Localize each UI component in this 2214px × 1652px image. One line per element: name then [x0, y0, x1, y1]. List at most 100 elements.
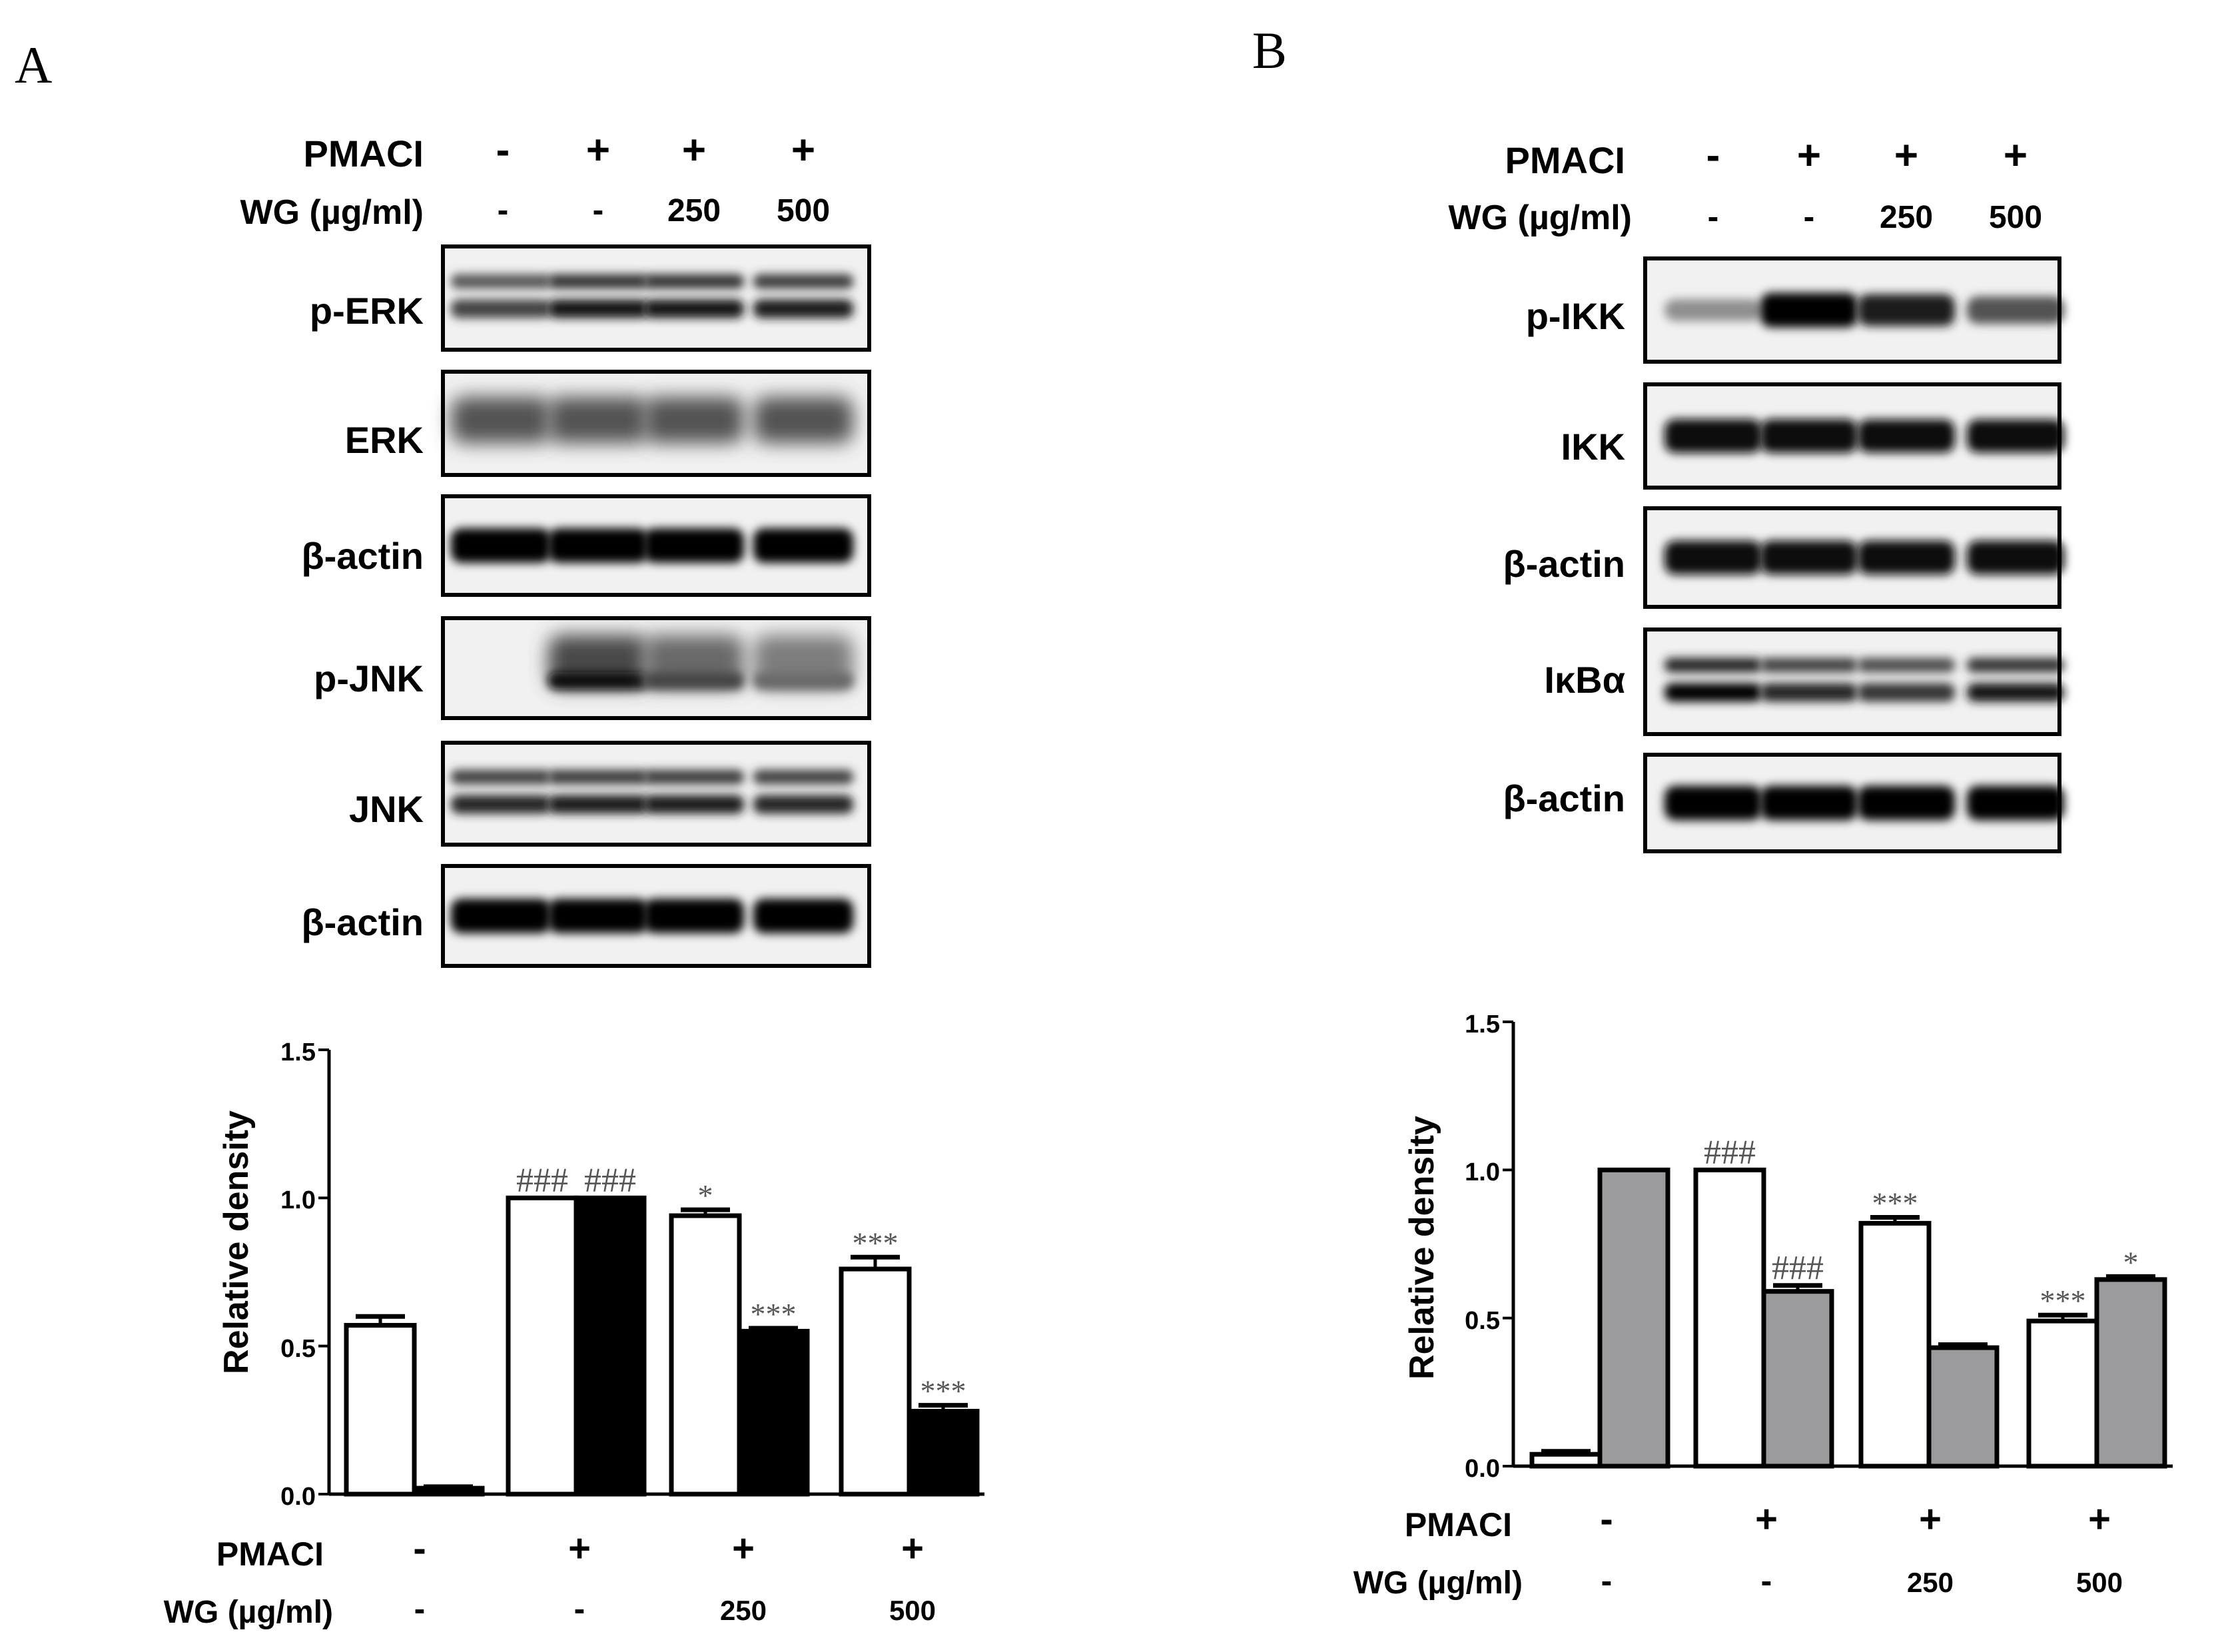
- blot-band: [1760, 540, 1858, 575]
- chart-b-footer-pmaci-1: -: [1600, 1497, 1613, 1541]
- blot-membrane: [443, 246, 869, 350]
- blot-band-lower: [753, 299, 854, 318]
- chart-b-y-axis-label: Relative density: [1403, 1116, 1441, 1380]
- blot-band-lower: [1857, 683, 1956, 702]
- panel-b-pmaci-lane-3: +: [1894, 133, 1918, 179]
- panel-b-header: PMACI WG (µg/ml) - + + + - - 250 500: [1449, 133, 2043, 237]
- chart-a-footer-wg-1: -: [414, 1590, 426, 1627]
- blot-band: [1857, 540, 1956, 575]
- panel-b-wg-lane-3: 250: [1880, 200, 1933, 235]
- bar: [1926, 1345, 2000, 1469]
- chart-a-footer-pmaci-1: -: [413, 1527, 426, 1570]
- chart-b-footer-wg-3: 250: [1907, 1567, 1954, 1598]
- blot-label-erk: ERK: [345, 419, 424, 461]
- blot-band-lower: [1966, 683, 2065, 702]
- blot-band: [1966, 540, 2065, 575]
- blot-band: [643, 899, 745, 933]
- blot-band: [753, 396, 854, 444]
- blot-band: [1760, 785, 1858, 821]
- chart-a-footer-wg-label: WG (µg/ml): [164, 1595, 333, 1630]
- blot-label-b-actin-4: β-actin: [1503, 777, 1625, 819]
- chart-b-footer-pmaci-2: +: [1755, 1497, 1778, 1541]
- panel-b-pmaci-lane-1: -: [1706, 133, 1720, 179]
- bar: [344, 1323, 417, 1497]
- blot-membrane: [443, 743, 869, 845]
- blot-band: [1760, 292, 1858, 328]
- blot-band-lower: [1664, 683, 1762, 702]
- panel-b-blots: p-IKK IKK β-actin IκBα β-actin: [1503, 256, 2065, 853]
- chart-a-ytick-3: 1.5: [280, 1038, 316, 1066]
- significance-label: ***: [921, 1374, 966, 1408]
- blot-band: [450, 396, 552, 444]
- blot-3: [1643, 506, 2065, 609]
- blot-band-upper: [643, 274, 745, 289]
- blot-label-b-actin-2: β-actin: [301, 901, 424, 943]
- blot-label-jnk: JNK: [349, 788, 424, 830]
- blot-1: [441, 244, 871, 352]
- bar: [737, 1328, 810, 1497]
- panel-a-blots: p-ERK ERK β-actin p-JNK JNK β-actin: [301, 244, 871, 968]
- blot-band: [450, 528, 552, 563]
- blot-frame: [441, 370, 871, 477]
- blot-label-b-actin-1: β-actin: [301, 535, 424, 577]
- chart-b-footer-pmaci-label: PMACI: [1405, 1506, 1512, 1543]
- panel-b-wg-lane-1: -: [1708, 198, 1719, 235]
- blot-frame: [1643, 382, 2061, 490]
- blot-band: [1857, 294, 1956, 326]
- bar: [1693, 1167, 1766, 1469]
- bar: [412, 1485, 485, 1497]
- bar: [2026, 1318, 2099, 1469]
- blot-6: [441, 864, 871, 968]
- panel-b-letter: B: [1252, 21, 1287, 79]
- blot-band: [1664, 299, 1762, 321]
- blot-band-upper: [548, 274, 649, 289]
- blot-band-lower: [548, 299, 649, 318]
- blot-band: [753, 672, 854, 689]
- blot-band: [1966, 296, 2065, 324]
- panel-a-wg-lane-4: 500: [777, 193, 830, 228]
- panel-b-pmaci-label: PMACI: [1505, 139, 1625, 181]
- blot-band-upper: [548, 769, 649, 785]
- panel-a-letter: A: [15, 36, 52, 94]
- panel-a-wg-label: WG (µg/ml): [240, 193, 424, 232]
- blot-frame: [1643, 256, 2061, 364]
- blot-label-p-ikk: p-IKK: [1526, 295, 1625, 337]
- blot-frame: [441, 244, 871, 352]
- blot-band-lower: [753, 795, 854, 814]
- panel-a-bar-chart: Relative density 0.0 0.5 1.0 1.5 ### ****…: [217, 1038, 984, 1511]
- blot-band-lower: [548, 795, 649, 814]
- chart-b-footer-wg-2: -: [1761, 1562, 1772, 1599]
- panel-b-pmaci-lane-4: +: [2004, 133, 2028, 179]
- blot-band: [548, 672, 649, 689]
- blot-4: [441, 616, 871, 720]
- significance-label: ###: [1772, 1249, 1824, 1287]
- blot-band: [450, 899, 552, 933]
- bar: [573, 1195, 647, 1497]
- panel-b-pmaci-lane-2: +: [1797, 133, 1821, 179]
- significance-label: ###: [584, 1161, 636, 1199]
- blot-band: [1966, 785, 2065, 821]
- chart-b-ytick-0: 0.0: [1465, 1455, 1500, 1483]
- blot-band-upper: [1857, 657, 1956, 673]
- blot-frame: [1643, 753, 2061, 853]
- chart-a-ytick-2: 1.0: [280, 1186, 316, 1214]
- bar: [506, 1195, 579, 1497]
- bar: [1597, 1167, 1670, 1469]
- chart-a-y-axis-label: Relative density: [217, 1110, 256, 1374]
- blot-band-lower: [1760, 683, 1858, 702]
- blot-band-upper: [643, 769, 745, 785]
- blot-label-ikba: IκBα: [1544, 659, 1625, 701]
- chart-b-ytick-3: 1.5: [1465, 1011, 1500, 1038]
- blot-frame: [441, 741, 871, 847]
- bar: [1529, 1451, 1603, 1469]
- blot-band: [643, 396, 745, 444]
- blot-2: [1643, 382, 2065, 490]
- blot-band-lower: [450, 299, 552, 318]
- chart-a-footer-wg-2: -: [574, 1590, 585, 1627]
- blot-1: [1643, 256, 2065, 364]
- blot-band: [1966, 419, 2065, 453]
- blot-band: [548, 899, 649, 933]
- blot-frame: [441, 616, 871, 720]
- significance-label: ***: [2040, 1284, 2086, 1318]
